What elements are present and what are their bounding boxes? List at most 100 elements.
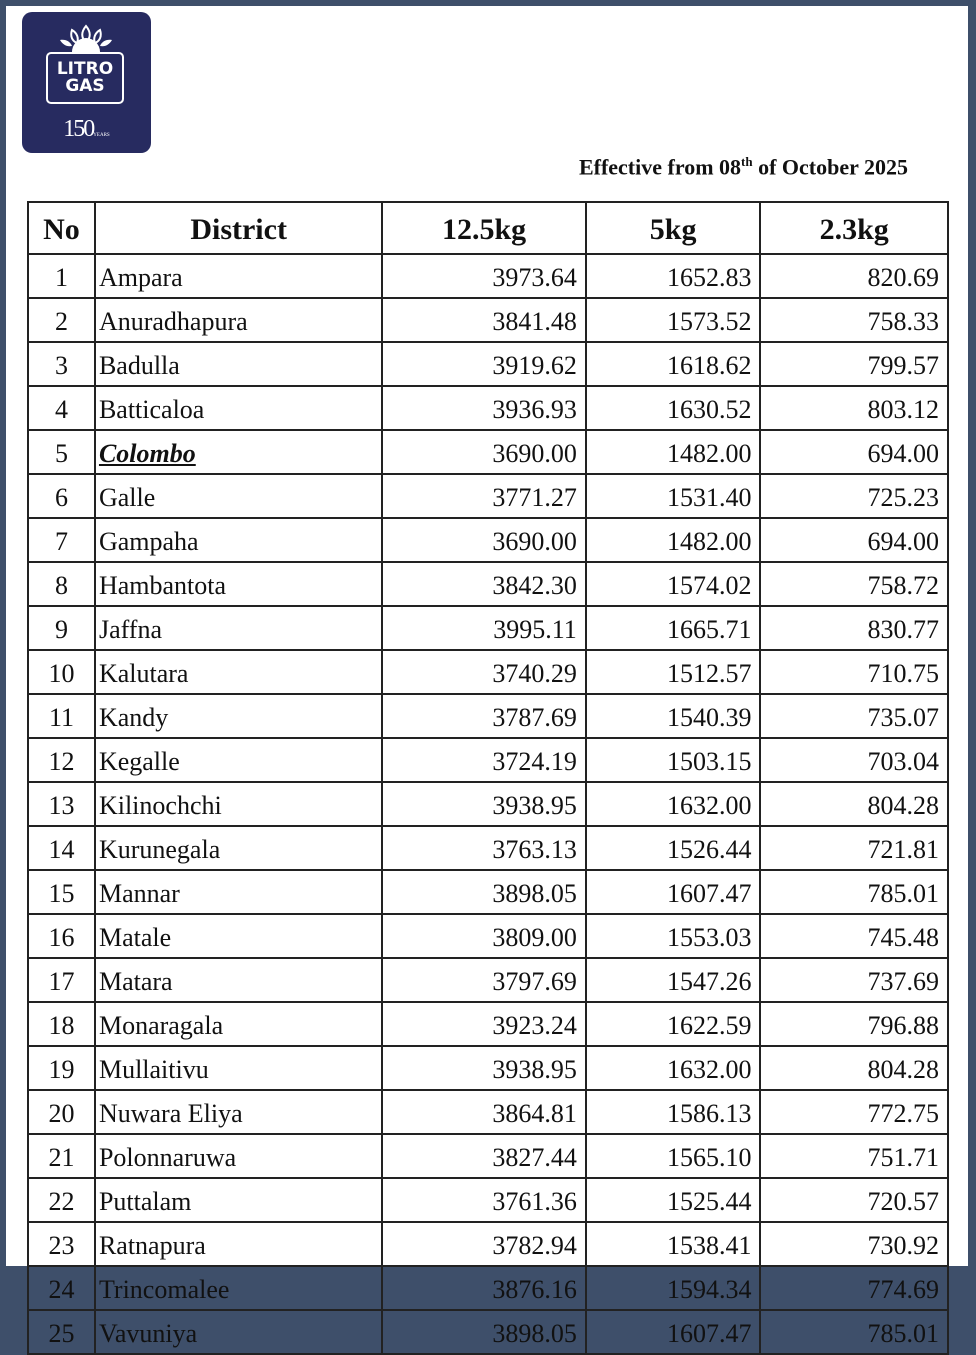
cell-price-2-3kg: 772.75 [759, 1089, 949, 1135]
cell-price-2-3kg: 758.72 [759, 561, 949, 607]
cell-price-5kg: 1553.03 [584, 913, 762, 959]
cell-no: 7 [27, 517, 96, 563]
cell-no: 20 [27, 1089, 96, 1135]
cell-price-2-3kg: 730.92 [759, 1221, 949, 1267]
cell-price-2-3kg: 830.77 [759, 605, 949, 651]
cell-price-5kg: 1482.00 [584, 517, 762, 563]
cell-district: Polonnaruwa [93, 1133, 384, 1179]
cell-no: 3 [27, 341, 96, 387]
table-row: 1 Ampara 3973.64 1652.83 820.69 [27, 253, 949, 299]
cell-district: Kilinochchi [93, 781, 384, 827]
cell-price-5kg: 1622.59 [584, 1001, 762, 1047]
cell-price-2-3kg: 720.57 [759, 1177, 949, 1223]
cell-price-5kg: 1574.02 [584, 561, 762, 607]
cell-district: Kegalle [93, 737, 384, 783]
table-row: 11 Kandy 3787.69 1540.39 735.07 [27, 693, 949, 739]
cell-price-2-3kg: 703.04 [759, 737, 949, 783]
logo-line2: GAS [65, 76, 105, 96]
cell-price-2-3kg: 804.28 [759, 781, 949, 827]
cell-price-12-5kg: 3876.16 [381, 1265, 587, 1311]
cell-price-5kg: 1538.41 [584, 1221, 762, 1267]
cell-district: Mannar [93, 869, 384, 915]
effective-sup: th [741, 154, 753, 169]
cell-no: 13 [27, 781, 96, 827]
cell-price-12-5kg: 3936.93 [381, 385, 587, 431]
cell-price-12-5kg: 3973.64 [381, 253, 587, 299]
cell-no: 18 [27, 1001, 96, 1047]
cell-price-2-3kg: 745.48 [759, 913, 949, 959]
table-row: 2 Anuradhapura 3841.48 1573.52 758.33 [27, 297, 949, 343]
cell-district: Kandy [93, 693, 384, 739]
table-row: 9 Jaffna 3995.11 1665.71 830.77 [27, 605, 949, 651]
cell-price-12-5kg: 3938.95 [381, 781, 587, 827]
logo-wordmark: LITRO GAS [46, 52, 124, 104]
cell-price-12-5kg: 3761.36 [381, 1177, 587, 1223]
cell-no: 1 [27, 253, 96, 299]
cell-price-2-3kg: 785.01 [759, 869, 949, 915]
cell-price-12-5kg: 3690.00 [381, 517, 587, 563]
cell-no: 22 [27, 1177, 96, 1223]
table-row: 19 Mullaitivu 3938.95 1632.00 804.28 [27, 1045, 949, 1091]
cell-district: Puttalam [93, 1177, 384, 1223]
header-2-3kg: 2.3kg [759, 201, 949, 255]
price-table: No District 12.5kg 5kg 2.3kg 1 Ampara 3973… [27, 201, 949, 1355]
cell-district: Batticaloa [93, 385, 384, 431]
cell-price-5kg: 1526.44 [584, 825, 762, 871]
cell-price-2-3kg: 751.71 [759, 1133, 949, 1179]
cell-district: Matale [93, 913, 384, 959]
cell-district: Hambantota [93, 561, 384, 607]
cell-price-2-3kg: 737.69 [759, 957, 949, 1003]
table-row: 14 Kurunegala 3763.13 1526.44 721.81 [27, 825, 949, 871]
cell-price-2-3kg: 694.00 [759, 517, 949, 563]
table-row: 10 Kalutara 3740.29 1512.57 710.75 [27, 649, 949, 695]
cell-no: 12 [27, 737, 96, 783]
cell-price-12-5kg: 3827.44 [381, 1133, 587, 1179]
logo-line1: LITRO [56, 59, 114, 79]
table-row: 6 Galle 3771.27 1531.40 725.23 [27, 473, 949, 519]
header-12-5kg: 12.5kg [381, 201, 587, 255]
cell-no: 4 [27, 385, 96, 431]
table-row: 20 Nuwara Eliya 3864.81 1586.13 772.75 [27, 1089, 949, 1135]
cell-price-5kg: 1632.00 [584, 1045, 762, 1091]
cell-price-5kg: 1652.83 [584, 253, 762, 299]
cell-price-5kg: 1573.52 [584, 297, 762, 343]
table-row: 18 Monaragala 3923.24 1622.59 796.88 [27, 1001, 949, 1047]
header-5kg: 5kg [584, 201, 762, 255]
effective-date: Effective from 08th of October 2025 [579, 154, 908, 180]
cell-price-5kg: 1632.00 [584, 781, 762, 827]
cell-no: 17 [27, 957, 96, 1003]
table-row: 13 Kilinochchi 3938.95 1632.00 804.28 [27, 781, 949, 827]
cell-price-12-5kg: 3995.11 [381, 605, 587, 651]
cell-price-12-5kg: 3797.69 [381, 957, 587, 1003]
cell-price-12-5kg: 3763.13 [381, 825, 587, 871]
table-row: 23 Ratnapura 3782.94 1538.41 730.92 [27, 1221, 949, 1267]
cell-price-12-5kg: 3787.69 [381, 693, 587, 739]
table-row: 4 Batticaloa 3936.93 1630.52 803.12 [27, 385, 949, 431]
header-row: No District 12.5kg 5kg 2.3kg [27, 201, 949, 255]
cell-district: Kalutara [93, 649, 384, 695]
cell-price-5kg: 1512.57 [584, 649, 762, 695]
cell-price-5kg: 1540.39 [584, 693, 762, 739]
cell-price-12-5kg: 3898.05 [381, 869, 587, 915]
cell-price-5kg: 1607.47 [584, 869, 762, 915]
cell-price-2-3kg: 803.12 [759, 385, 949, 431]
cell-price-12-5kg: 3841.48 [381, 297, 587, 343]
cell-price-12-5kg: 3919.62 [381, 341, 587, 387]
cell-price-5kg: 1531.40 [584, 473, 762, 519]
litro-gas-logo: LITRO GAS 150YEARS [22, 12, 151, 153]
table-row: 17 Matara 3797.69 1547.26 737.69 [27, 957, 949, 1003]
cell-price-2-3kg: 710.75 [759, 649, 949, 695]
cell-district: Colombo [93, 429, 384, 475]
header-no: No [27, 201, 96, 255]
cell-price-2-3kg: 774.69 [759, 1265, 949, 1311]
logo-years-number: 150 [63, 116, 95, 142]
cell-no: 15 [27, 869, 96, 915]
cell-district: Kurunegala [93, 825, 384, 871]
cell-price-2-3kg: 735.07 [759, 693, 949, 739]
cell-district: Nuwara Eliya [93, 1089, 384, 1135]
cell-district: Gampaha [93, 517, 384, 563]
table-row: 12 Kegalle 3724.19 1503.15 703.04 [27, 737, 949, 783]
cell-price-5kg: 1586.13 [584, 1089, 762, 1135]
sun-leaves-icon [60, 24, 112, 52]
cell-price-12-5kg: 3898.05 [381, 1309, 587, 1355]
